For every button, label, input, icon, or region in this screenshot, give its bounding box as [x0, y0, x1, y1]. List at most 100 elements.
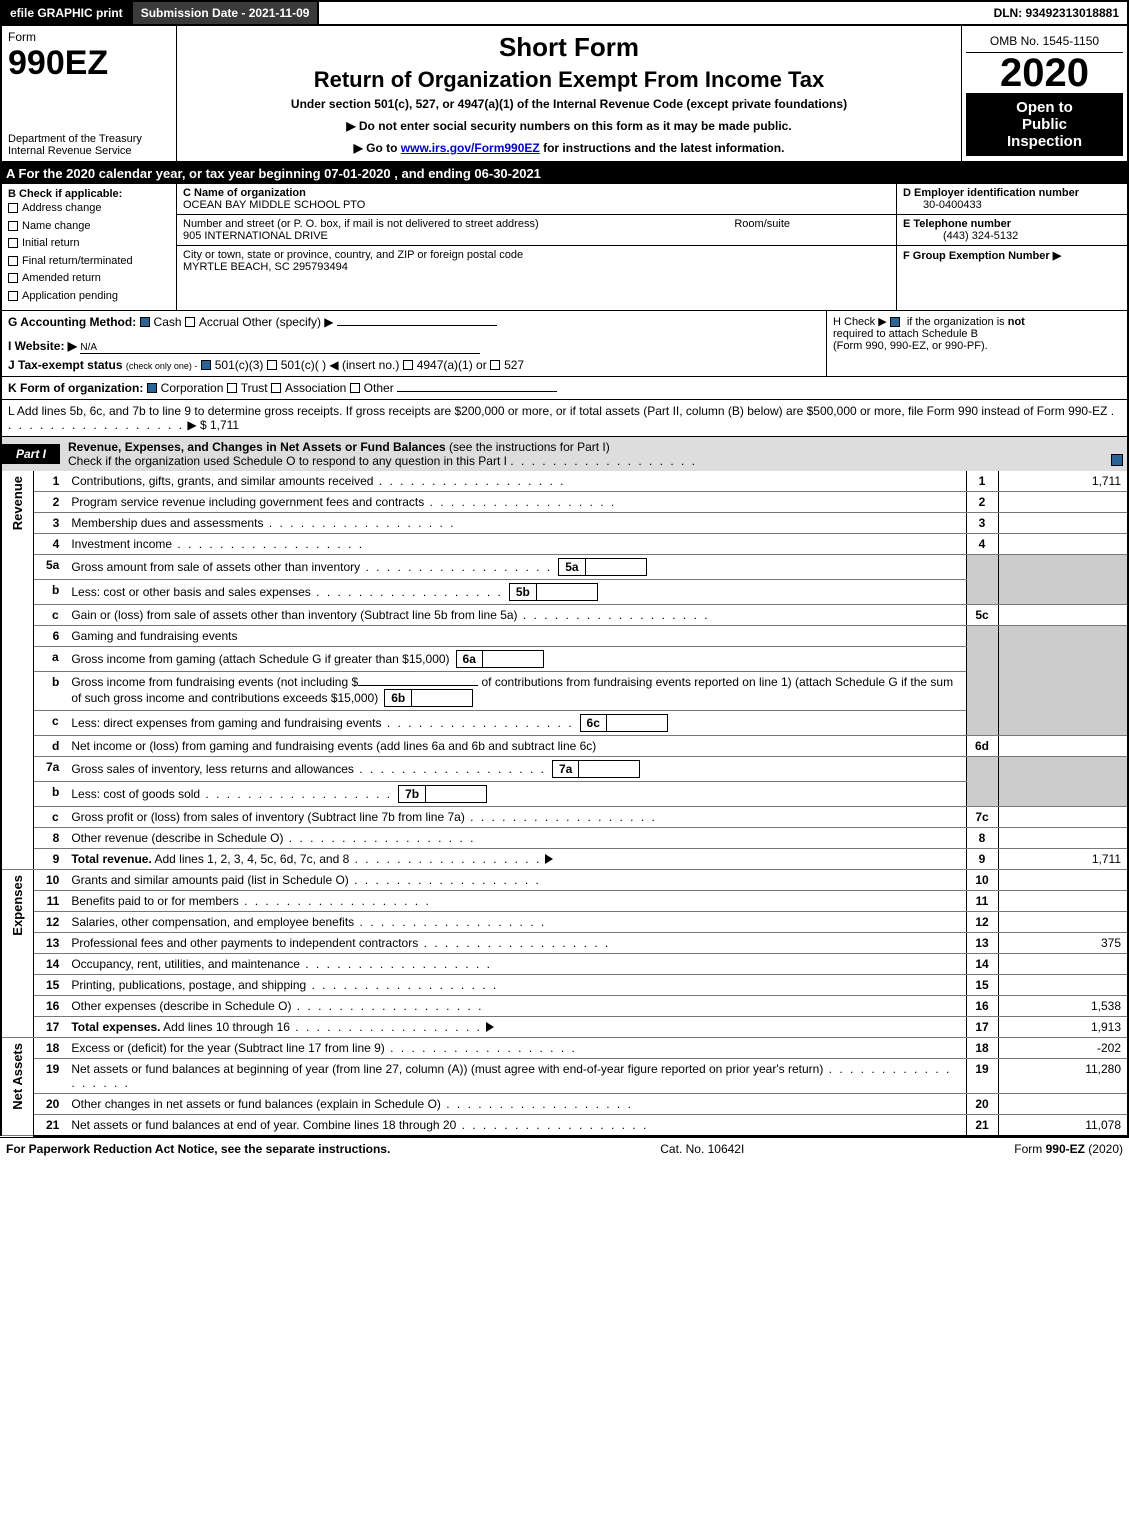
efile-print-button[interactable]: efile GRAPHIC print: [2, 2, 133, 24]
accrual-label: Accrual: [199, 315, 239, 329]
form-subtitle: Under section 501(c), 527, or 4947(a)(1)…: [185, 97, 953, 111]
page-footer: For Paperwork Reduction Act Notice, see …: [0, 1137, 1129, 1160]
form-ref: Form 990-EZ (2020): [1014, 1142, 1123, 1156]
line-g-h: G Accounting Method: Cash Accrual Other …: [0, 311, 1129, 377]
part-1-check-line: Check if the organization used Schedule …: [68, 454, 507, 468]
form-code: 990EZ: [8, 44, 170, 83]
check-initial-return[interactable]: Initial return: [8, 235, 170, 253]
section-b: B Check if applicable: Address change Na…: [2, 184, 177, 310]
org-address: 905 INTERNATIONAL DRIVE: [183, 230, 328, 242]
line-9: 9Total revenue. Total revenue. Add lines…: [1, 848, 1128, 869]
form-title: Return of Organization Exempt From Incom…: [185, 67, 953, 93]
city-label: City or town, state or province, country…: [183, 249, 523, 261]
org-city: MYRTLE BEACH, SC 295793494: [183, 261, 348, 273]
line-14: 14Occupancy, rent, utilities, and mainte…: [1, 953, 1128, 974]
room-suite-label: Room/suite: [734, 218, 790, 230]
accounting-method-label: G Accounting Method:: [8, 315, 136, 329]
ssn-warning: ▶ Do not enter social security numbers o…: [185, 119, 953, 133]
line-10: Expenses 10Grants and similar amounts pa…: [1, 869, 1128, 890]
dept-treasury: Department of the Treasury: [8, 133, 170, 145]
not-word: not: [1008, 316, 1025, 328]
line-18: Net Assets 18Excess or (deficit) for the…: [1, 1037, 1128, 1058]
other-org-label: Other: [364, 381, 394, 395]
inspection: Inspection: [970, 133, 1119, 150]
public: Public: [970, 116, 1119, 133]
irs-link[interactable]: www.irs.gov/Form990EZ: [401, 141, 540, 155]
line-21: 21Net assets or fund balances at end of …: [1, 1114, 1128, 1136]
open-public-badge: Open to Public Inspection: [966, 93, 1123, 156]
goto-line: ▶ Go to www.irs.gov/Form990EZ for instru…: [185, 141, 953, 155]
line-15: 15Printing, publications, postage, and s…: [1, 974, 1128, 995]
line-h-post3: (Form 990, 990-EZ, or 990-PF).: [833, 340, 988, 352]
cash-checkbox[interactable]: [140, 317, 150, 327]
trust-checkbox[interactable]: [227, 383, 237, 393]
org-name-label: C Name of organization: [183, 187, 306, 199]
4947-label: 4947(a)(1) or: [417, 358, 487, 372]
goto-pre: ▶ Go to: [354, 141, 401, 155]
line-h-post1: if the organization is: [904, 316, 1008, 328]
submission-date-label: Submission Date - 2021-11-09: [133, 2, 320, 24]
line-2: 2Program service revenue including gover…: [1, 491, 1128, 512]
line-h-pre: H Check ▶: [833, 316, 890, 328]
irs-label: Internal Revenue Service: [8, 145, 170, 157]
line-3: 3Membership dues and assessments3: [1, 512, 1128, 533]
line-16: 16Other expenses (describe in Schedule O…: [1, 995, 1128, 1016]
line-7c: cGross profit or (loss) from sales of in…: [1, 806, 1128, 827]
form-header: Form 990EZ Department of the Treasury In…: [0, 26, 1129, 163]
cash-label: Cash: [154, 315, 182, 329]
check-application-pending[interactable]: Application pending: [8, 288, 170, 306]
line-l: L Add lines 5b, 6c, and 7b to line 9 to …: [0, 400, 1129, 437]
line-l-amount: ▶ $ 1,711: [187, 418, 239, 432]
paperwork-notice: For Paperwork Reduction Act Notice, see …: [6, 1142, 390, 1156]
other-org-checkbox[interactable]: [350, 383, 360, 393]
part-1-subtitle: (see the instructions for Part I): [449, 440, 610, 454]
501c3-label: 501(c)(3): [215, 358, 264, 372]
line-6a: aGross income from gaming (attach Schedu…: [1, 646, 1128, 671]
part-1-title: Revenue, Expenses, and Changes in Net As…: [68, 440, 446, 454]
line-1: Revenue 1 Contributions, gifts, grants, …: [1, 471, 1128, 492]
line-7a: 7aGross sales of inventory, less returns…: [1, 756, 1128, 781]
ein-value: 30-0400433: [903, 199, 982, 211]
org-info-grid: B Check if applicable: Address change Na…: [0, 184, 1129, 311]
other-specify: Other (specify) ▶: [242, 315, 333, 329]
line-6c: cLess: direct expenses from gaming and f…: [1, 710, 1128, 735]
form-org-label: K Form of organization:: [8, 381, 143, 395]
part-1-header: Part I Revenue, Expenses, and Changes in…: [0, 437, 1129, 471]
line-20: 20Other changes in net assets or fund ba…: [1, 1093, 1128, 1114]
line-h-post2: required to attach Schedule B: [833, 328, 978, 340]
corp-checkbox[interactable]: [147, 383, 157, 393]
line-k: K Form of organization: Corporation Trus…: [0, 377, 1129, 400]
check-final-return[interactable]: Final return/terminated: [8, 253, 170, 271]
part-1-table: Revenue 1 Contributions, gifts, grants, …: [0, 471, 1129, 1137]
schedule-b-checkbox[interactable]: [890, 317, 900, 327]
line-5a: 5aGross amount from sale of assets other…: [1, 554, 1128, 579]
501c-checkbox[interactable]: [267, 360, 277, 370]
section-b-title: B Check if applicable:: [8, 188, 170, 200]
check-amended-return[interactable]: Amended return: [8, 270, 170, 288]
check-address-change[interactable]: Address change: [8, 200, 170, 218]
assoc-label: Association: [285, 381, 346, 395]
line-5c: cGain or (loss) from sale of assets othe…: [1, 604, 1128, 625]
section-d-e-f: D Employer identification number 30-0400…: [897, 184, 1127, 310]
form-number: Form 990EZ: [8, 30, 170, 83]
dln-label: DLN: 93492313018881: [986, 2, 1127, 24]
check-name-change[interactable]: Name change: [8, 218, 170, 236]
line-6b: bGross income from fundraising events (n…: [1, 671, 1128, 710]
4947-checkbox[interactable]: [403, 360, 413, 370]
trust-label: Trust: [241, 381, 268, 395]
schedule-o-checkbox[interactable]: [1111, 454, 1123, 466]
top-bar: efile GRAPHIC print Submission Date - 20…: [0, 0, 1129, 26]
accrual-checkbox[interactable]: [185, 317, 195, 327]
line-l-text: L Add lines 5b, 6c, and 7b to line 9 to …: [8, 404, 1107, 418]
501c3-checkbox[interactable]: [201, 360, 211, 370]
website-label: I Website: ▶: [8, 339, 77, 353]
ein-label: D Employer identification number: [903, 187, 1079, 199]
addr-label: Number and street (or P. O. box, if mail…: [183, 218, 539, 230]
corp-label: Corporation: [161, 381, 224, 395]
tax-year: 2020: [966, 53, 1123, 93]
check-only-one: (check only one) -: [126, 361, 198, 371]
cat-number: Cat. No. 10642I: [660, 1142, 744, 1156]
line-6d: dNet income or (loss) from gaming and fu…: [1, 735, 1128, 756]
assoc-checkbox[interactable]: [271, 383, 281, 393]
527-checkbox[interactable]: [490, 360, 500, 370]
